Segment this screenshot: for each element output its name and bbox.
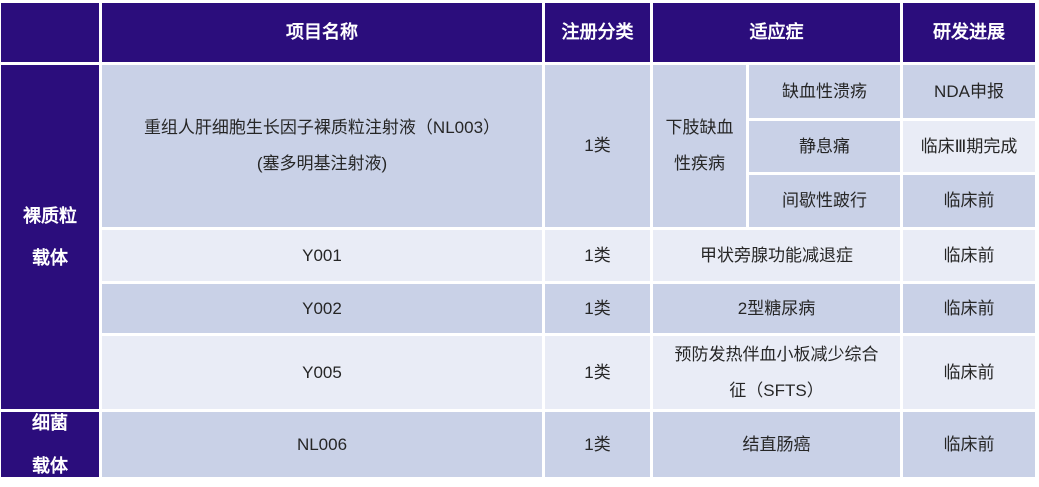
sub-indication-cell-rest-pain: 静息痛 — [749, 121, 900, 172]
header-cell-registration-class: 注册分类 — [545, 3, 650, 62]
header-cell-category — [1, 3, 99, 62]
indication-cell-y001: 甲状旁腺功能减退症 — [653, 230, 900, 281]
progress-cell-y001: 临床前 — [903, 230, 1035, 281]
progress-cell-ischemic-ulcer: NDA申报 — [903, 65, 1035, 118]
sub-indication-cell-intermittent-claudication: 间歇性跛行 — [749, 175, 900, 227]
progress-cell-rest-pain: 临床Ⅲ期完成 — [903, 121, 1035, 172]
project-cell-nl006: NL006 — [102, 412, 542, 477]
class-cell-y001: 1类 — [545, 230, 650, 281]
progress-cell-y005: 临床前 — [903, 336, 1035, 409]
class-cell-y005: 1类 — [545, 336, 650, 409]
project-cell-y001: Y001 — [102, 230, 542, 281]
indication-cell-y005: 预防发热伴血小板减少综合征（SFTS） — [653, 336, 900, 409]
progress-cell-intermittent-claudication: 临床前 — [903, 175, 1035, 227]
indication-cell-y002: 2型糖尿病 — [653, 284, 900, 333]
header-cell-indication: 适应症 — [653, 3, 900, 62]
project-cell-nl003: 重组人肝细胞生长因子裸质粒注射液（NL003） (塞多明基注射液) — [102, 65, 542, 227]
project-cell-y005: Y005 — [102, 336, 542, 409]
progress-cell-nl006: 临床前 — [903, 412, 1035, 477]
indication-cell-nl006: 结直肠癌 — [653, 412, 900, 477]
class-cell-y002: 1类 — [545, 284, 650, 333]
header-cell-project-name: 项目名称 — [102, 3, 542, 62]
category-cell-naked-plasmid-vector: 裸质粒 载体 — [1, 65, 99, 409]
class-cell-nl003: 1类 — [545, 65, 650, 227]
pipeline-table: 项目名称 注册分类 适应症 研发进展 裸质粒 载体 细菌 载体 重组人肝细胞生长… — [1, 3, 1035, 477]
class-cell-nl006: 1类 — [545, 412, 650, 477]
progress-cell-y002: 临床前 — [903, 284, 1035, 333]
indication-group-cell-nl003: 下肢缺血 性疾病 — [653, 65, 746, 227]
sub-indication-cell-ischemic-ulcer: 缺血性溃疡 — [749, 65, 900, 118]
project-cell-y002: Y002 — [102, 284, 542, 333]
category-cell-bacterial-vector: 细菌 载体 — [1, 412, 99, 477]
header-cell-progress: 研发进展 — [903, 3, 1035, 62]
